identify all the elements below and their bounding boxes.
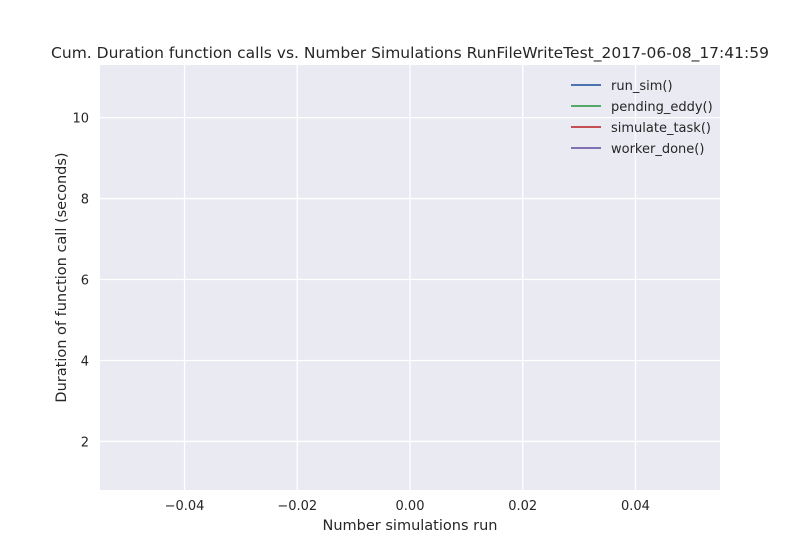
- y-tick-label: 8: [81, 193, 89, 208]
- chart-title: Cum. Duration function calls vs. Number …: [51, 44, 769, 63]
- y-axis-label: Duration of function call (seconds): [54, 152, 70, 402]
- y-tick-label: 10: [72, 112, 89, 127]
- x-axis-label: Number simulations run: [323, 518, 498, 534]
- x-tick-label: 0.04: [621, 499, 650, 514]
- legend-label: simulate_task(): [611, 121, 711, 136]
- y-tick-label: 2: [81, 435, 89, 450]
- x-tick-label: −0.04: [165, 499, 205, 514]
- legend-label: run_sim(): [611, 79, 673, 94]
- x-tick-label: −0.02: [277, 499, 317, 514]
- legend-label: pending_eddy(): [611, 100, 713, 115]
- y-tick-label: 6: [81, 274, 89, 289]
- y-tick-label: 4: [81, 354, 89, 369]
- x-tick-labels: −0.04 −0.02 0.00 0.02 0.04: [165, 499, 650, 514]
- x-tick-label: 0.00: [396, 499, 425, 514]
- x-tick-label: 0.02: [508, 499, 537, 514]
- grid: [100, 65, 720, 490]
- legend: run_sim() pending_eddy() simulate_task()wo…: [571, 79, 713, 157]
- y-tick-labels: 2 4 6 8 10: [72, 112, 89, 451]
- legend-label: worker_done(): [611, 142, 704, 157]
